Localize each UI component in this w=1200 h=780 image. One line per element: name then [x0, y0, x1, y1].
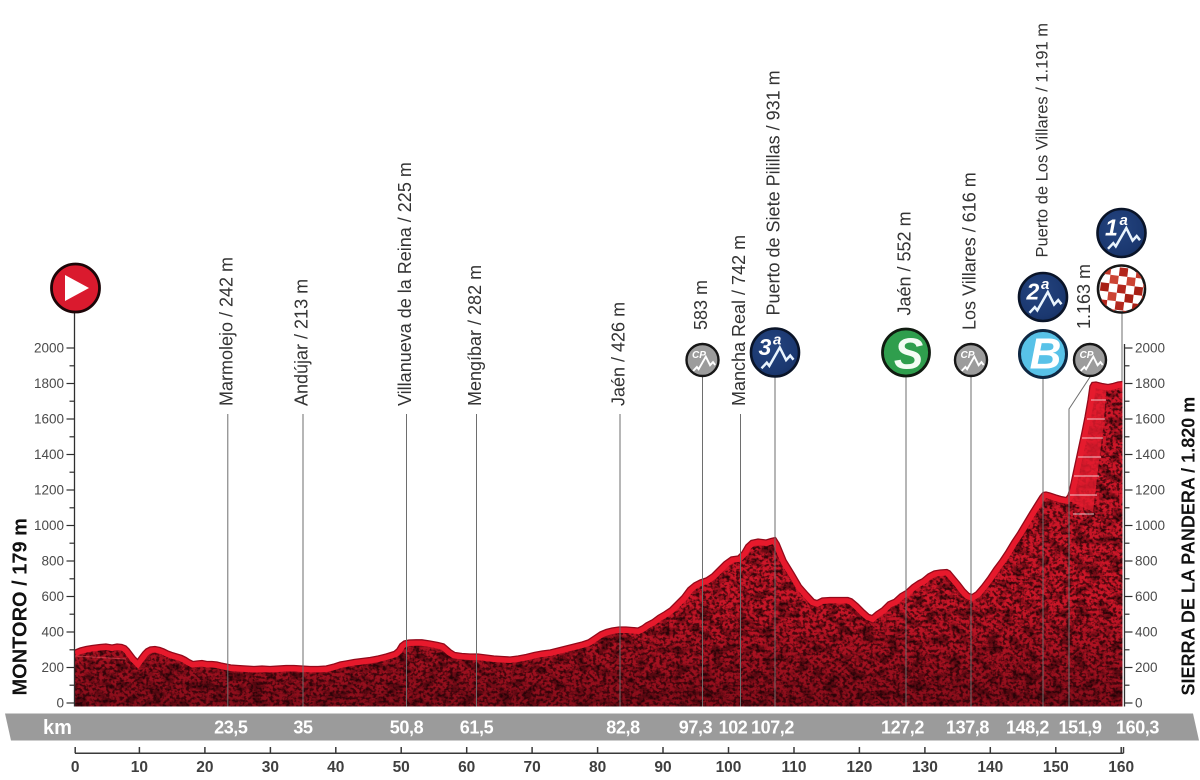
svg-text:0: 0	[71, 759, 80, 776]
svg-text:160,3: 160,3	[1116, 718, 1159, 738]
svg-text:Mengíbar / 282 m: Mengíbar / 282 m	[465, 265, 485, 406]
svg-text:600: 600	[41, 589, 64, 604]
svg-text:Marmolejo / 242 m: Marmolejo / 242 m	[216, 257, 236, 406]
svg-text:1200: 1200	[1135, 483, 1165, 498]
svg-text:Mancha Real / 742 m: Mancha Real / 742 m	[729, 235, 749, 406]
svg-text:0: 0	[1135, 696, 1143, 711]
svg-text:1600: 1600	[34, 412, 64, 427]
svg-text:1400: 1400	[1135, 447, 1165, 462]
svg-text:160: 160	[1108, 759, 1134, 776]
svg-text:Jaén / 552 m: Jaén / 552 m	[895, 211, 915, 315]
svg-text:120: 120	[846, 759, 872, 776]
svg-text:127,2: 127,2	[881, 718, 924, 738]
svg-text:1000: 1000	[34, 518, 64, 533]
svg-text:70: 70	[523, 759, 540, 776]
svg-text:Puerto de Siete Pilillas / 931: Puerto de Siete Pilillas / 931 m	[764, 70, 784, 315]
svg-text:1200: 1200	[34, 483, 64, 498]
svg-text:110: 110	[781, 759, 806, 776]
svg-text:Los Villares / 616 m: Los Villares / 616 m	[960, 172, 980, 330]
svg-text:23,5: 23,5	[214, 718, 248, 738]
svg-text:MONTORO / 179 m: MONTORO / 179 m	[10, 518, 32, 695]
svg-text:50,8: 50,8	[390, 718, 424, 738]
svg-text:0: 0	[56, 696, 64, 711]
svg-text:CP: CP	[692, 350, 706, 361]
svg-text:1600: 1600	[1135, 412, 1165, 427]
svg-text:140: 140	[977, 759, 1003, 776]
svg-text:Jaén / 426 m: Jaén / 426 m	[609, 302, 629, 406]
svg-text:583 m: 583 m	[691, 280, 711, 330]
svg-text:10: 10	[131, 759, 148, 776]
svg-text:2000: 2000	[1135, 341, 1165, 356]
svg-text:40: 40	[327, 759, 344, 776]
svg-text:400: 400	[1135, 625, 1158, 640]
svg-text:a: a	[1120, 212, 1128, 229]
svg-text:50: 50	[393, 759, 410, 776]
svg-text:800: 800	[41, 554, 64, 569]
svg-text:148,2: 148,2	[1006, 718, 1049, 738]
svg-text:3: 3	[759, 334, 772, 360]
svg-text:61,5: 61,5	[460, 718, 494, 738]
svg-text:20: 20	[196, 759, 213, 776]
svg-text:107,2: 107,2	[751, 718, 794, 738]
svg-text:Puerto de Los Villares / 1.191: Puerto de Los Villares / 1.191 m	[1034, 23, 1052, 258]
svg-text:82,8: 82,8	[606, 718, 640, 738]
svg-text:CP: CP	[1080, 350, 1094, 361]
svg-text:30: 30	[262, 759, 279, 776]
svg-text:Villanueva de la Reina / 225 m: Villanueva de la Reina / 225 m	[395, 162, 415, 406]
svg-text:150: 150	[1043, 759, 1069, 776]
svg-text:400: 400	[41, 625, 64, 640]
svg-text:137,8: 137,8	[946, 718, 989, 738]
svg-text:CP: CP	[961, 350, 975, 361]
svg-text:B: B	[1030, 330, 1062, 379]
svg-text:130: 130	[912, 759, 938, 776]
svg-text:800: 800	[1135, 554, 1158, 569]
svg-text:600: 600	[1135, 589, 1158, 604]
svg-text:2000: 2000	[34, 341, 64, 356]
svg-text:Andújar / 213 m: Andújar / 213 m	[292, 279, 312, 406]
svg-text:S: S	[894, 330, 923, 379]
svg-text:200: 200	[1135, 660, 1158, 675]
svg-text:km: km	[43, 717, 72, 739]
svg-text:35: 35	[293, 718, 313, 738]
svg-text:102: 102	[719, 718, 748, 738]
svg-text:80: 80	[589, 759, 606, 776]
svg-text:1.163 m: 1.163 m	[1074, 264, 1094, 329]
svg-text:2: 2	[1026, 279, 1040, 305]
svg-text:1800: 1800	[1135, 376, 1165, 391]
svg-text:1000: 1000	[1135, 518, 1165, 533]
svg-text:1400: 1400	[34, 447, 64, 462]
svg-text:a: a	[1041, 276, 1049, 293]
svg-text:100: 100	[716, 759, 742, 776]
svg-text:97,3: 97,3	[679, 718, 713, 738]
svg-text:90: 90	[654, 759, 671, 776]
svg-text:151,9: 151,9	[1058, 718, 1101, 738]
svg-text:200: 200	[41, 660, 64, 675]
svg-text:60: 60	[458, 759, 475, 776]
svg-text:SIERRA DE LA PANDERA / 1.820 m: SIERRA DE LA PANDERA / 1.820 m	[1179, 397, 1199, 696]
svg-text:a: a	[773, 332, 781, 349]
svg-text:1: 1	[1105, 215, 1118, 241]
svg-text:1800: 1800	[34, 376, 64, 391]
